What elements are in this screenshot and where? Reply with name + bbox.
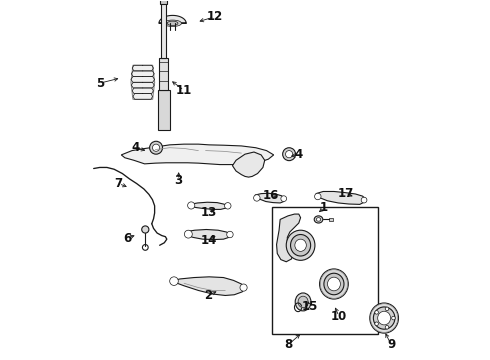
Text: 10: 10 bbox=[331, 310, 347, 323]
Bar bbox=[329, 219, 333, 221]
Ellipse shape bbox=[324, 273, 344, 295]
Circle shape bbox=[375, 322, 378, 325]
Text: 3: 3 bbox=[174, 174, 183, 186]
Text: 15: 15 bbox=[301, 300, 318, 313]
Ellipse shape bbox=[314, 216, 323, 223]
Text: 6: 6 bbox=[123, 231, 131, 244]
Ellipse shape bbox=[298, 296, 308, 308]
Text: 4: 4 bbox=[294, 148, 303, 161]
Text: 5: 5 bbox=[96, 77, 104, 90]
Circle shape bbox=[361, 197, 367, 203]
Ellipse shape bbox=[295, 239, 306, 251]
Circle shape bbox=[375, 311, 378, 314]
Ellipse shape bbox=[286, 230, 315, 260]
Text: 13: 13 bbox=[200, 207, 217, 220]
Text: 14: 14 bbox=[200, 234, 217, 247]
Polygon shape bbox=[316, 192, 366, 204]
Text: 17: 17 bbox=[337, 187, 354, 200]
Circle shape bbox=[385, 325, 389, 329]
Circle shape bbox=[385, 307, 389, 311]
Bar bbox=[160, 0, 167, 4]
Circle shape bbox=[142, 226, 149, 233]
Text: 2: 2 bbox=[204, 289, 213, 302]
Bar bbox=[161, 1, 166, 58]
Ellipse shape bbox=[317, 218, 320, 221]
Ellipse shape bbox=[152, 144, 160, 151]
Bar bbox=[159, 58, 169, 90]
Ellipse shape bbox=[149, 141, 163, 154]
Circle shape bbox=[184, 230, 192, 238]
Text: 12: 12 bbox=[206, 10, 222, 23]
Bar bbox=[158, 90, 170, 130]
Text: 11: 11 bbox=[176, 84, 192, 97]
Circle shape bbox=[240, 284, 247, 291]
Circle shape bbox=[143, 244, 148, 250]
Text: 8: 8 bbox=[284, 338, 292, 351]
Ellipse shape bbox=[167, 21, 178, 26]
Ellipse shape bbox=[283, 148, 295, 161]
Text: 7: 7 bbox=[115, 177, 123, 190]
Polygon shape bbox=[186, 229, 231, 239]
Circle shape bbox=[224, 203, 231, 209]
Ellipse shape bbox=[291, 234, 311, 256]
Circle shape bbox=[254, 195, 260, 201]
Circle shape bbox=[281, 196, 287, 202]
Bar bbox=[272, 207, 378, 334]
Circle shape bbox=[188, 202, 195, 209]
Polygon shape bbox=[276, 214, 300, 262]
Ellipse shape bbox=[295, 293, 311, 311]
Circle shape bbox=[170, 277, 178, 285]
Polygon shape bbox=[190, 202, 229, 210]
Ellipse shape bbox=[373, 307, 395, 329]
Ellipse shape bbox=[319, 269, 348, 299]
Polygon shape bbox=[159, 15, 186, 23]
Text: 1: 1 bbox=[320, 202, 328, 215]
Circle shape bbox=[227, 231, 233, 238]
Circle shape bbox=[392, 316, 395, 320]
Text: 4: 4 bbox=[131, 141, 140, 154]
Ellipse shape bbox=[286, 150, 293, 158]
Circle shape bbox=[315, 193, 321, 200]
Ellipse shape bbox=[378, 311, 391, 325]
Ellipse shape bbox=[327, 277, 341, 291]
Ellipse shape bbox=[164, 20, 181, 27]
Text: 16: 16 bbox=[263, 189, 279, 202]
Polygon shape bbox=[122, 144, 274, 165]
Polygon shape bbox=[172, 277, 245, 296]
Ellipse shape bbox=[370, 303, 398, 333]
Polygon shape bbox=[232, 152, 265, 177]
Polygon shape bbox=[131, 65, 155, 99]
Text: 9: 9 bbox=[387, 338, 395, 351]
Polygon shape bbox=[255, 193, 285, 203]
